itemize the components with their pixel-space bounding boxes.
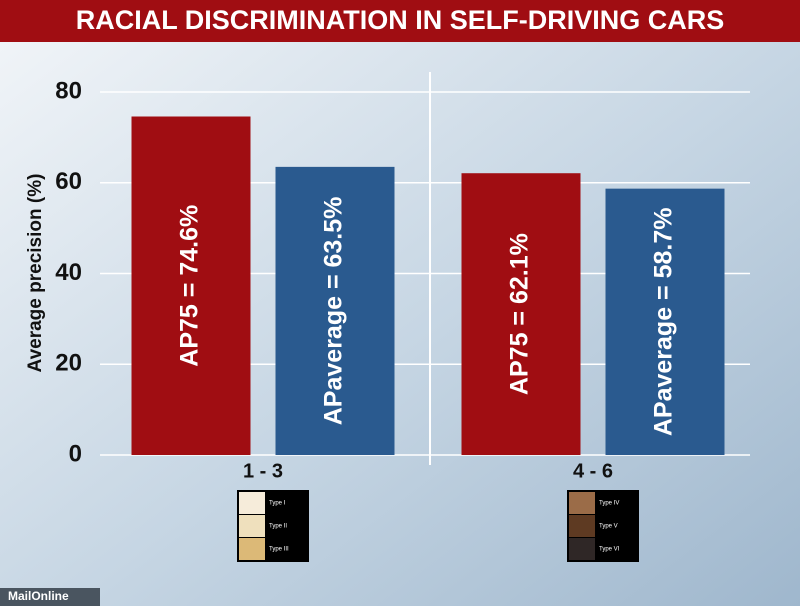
value-label: AP75 = 74.6% bbox=[176, 205, 204, 367]
source: MailOnline bbox=[8, 589, 69, 603]
y-tick-label: 60 bbox=[55, 168, 82, 195]
skin-label: Type I bbox=[269, 501, 286, 507]
value-label: APaverage = 63.5% bbox=[320, 197, 348, 426]
value-label: AP75 = 62.1% bbox=[506, 233, 534, 395]
y-tick-label: 40 bbox=[55, 259, 82, 286]
bar bbox=[275, 166, 395, 455]
x-tick-label: 4 - 6 bbox=[573, 460, 613, 482]
y-tick-label: 0 bbox=[69, 440, 82, 467]
skin-label: Type V bbox=[599, 524, 618, 530]
skin-label: Type VI bbox=[599, 547, 620, 553]
source-box bbox=[0, 588, 100, 606]
skin-swatch bbox=[239, 538, 265, 560]
bar bbox=[605, 188, 725, 455]
y-axis-label: Average precision (%) bbox=[25, 174, 46, 373]
skin-label: Type IV bbox=[599, 501, 619, 507]
y-tick-label: 20 bbox=[55, 350, 82, 377]
skin-swatch bbox=[569, 538, 595, 560]
skin-label: Type III bbox=[269, 547, 289, 553]
y-tick-label: 80 bbox=[55, 77, 82, 104]
title-bar bbox=[0, 0, 800, 42]
skin-swatch bbox=[569, 492, 595, 514]
bar bbox=[461, 173, 581, 455]
x-tick-label: 1 - 3 bbox=[243, 460, 283, 482]
skin-swatch bbox=[569, 515, 595, 537]
bar bbox=[131, 116, 251, 455]
skin-swatch bbox=[239, 515, 265, 537]
skin-label: Type II bbox=[269, 524, 287, 530]
chart-title: RACIAL DISCRIMINATION IN SELF-DRIVING CA… bbox=[76, 5, 725, 35]
skin-swatch bbox=[239, 492, 265, 514]
value-label: APaverage = 58.7% bbox=[650, 208, 678, 437]
